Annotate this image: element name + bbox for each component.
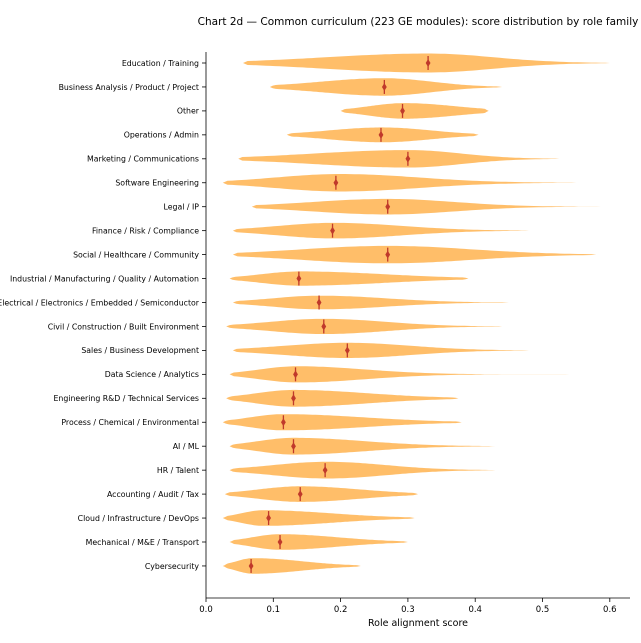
category-label: Sales / Business Development <box>81 346 199 355</box>
category-label: Mechanical / M&E / Transport <box>86 538 199 547</box>
category-label: Software Engineering <box>115 179 199 188</box>
category-label: Electrical / Electronics / Embedded / Se… <box>0 298 200 307</box>
median-marker <box>291 442 296 451</box>
violin-body <box>222 558 361 574</box>
violin-body <box>232 342 529 358</box>
x-tick-group: 0.0 0.1 0.2 0.3 0.4 0.5 0.6 <box>199 598 617 615</box>
category-label: HR / Talent <box>157 466 199 475</box>
violin-body <box>232 295 509 310</box>
median-marker <box>297 490 303 499</box>
violin-body <box>229 461 496 479</box>
category-label: Cloud / Infrastructure / DevOps <box>78 514 199 523</box>
category-label: Education / Training <box>122 59 199 68</box>
median-marker <box>378 130 384 139</box>
median-marker <box>381 82 387 91</box>
category-label: Process / Chemical / Environmental <box>61 418 199 427</box>
median-marker <box>333 178 339 187</box>
category-label-group: Education / Training Business Analysis / … <box>0 59 206 571</box>
median-marker <box>405 154 411 163</box>
category-label: Other <box>177 107 200 116</box>
median-marker <box>344 346 350 355</box>
violin-group <box>222 53 610 574</box>
violin-body <box>226 318 503 334</box>
median-marker <box>248 561 254 570</box>
median-marker <box>322 466 328 475</box>
violin-body <box>226 389 459 407</box>
violin-body <box>232 222 529 239</box>
median-marker <box>321 322 327 331</box>
x-tick-label: 0.3 <box>401 605 415 615</box>
x-tick-label: 0.0 <box>199 605 213 615</box>
category-label: Engineering R&D / Technical Services <box>53 394 199 403</box>
median-marker <box>266 514 271 523</box>
median-marker <box>385 250 391 259</box>
median-marker <box>385 202 391 211</box>
median-marker <box>280 418 286 427</box>
category-label: Industrial / Manufacturing / Quality / A… <box>10 274 199 283</box>
category-label: Social / Healthcare / Community <box>73 250 199 259</box>
category-label: Marketing / Communications <box>87 155 199 164</box>
chart-title: Chart 2d — Common curriculum (223 GE mod… <box>198 16 639 28</box>
x-tick-label: 0.5 <box>536 605 550 615</box>
violin-body <box>222 510 415 526</box>
violin-body <box>232 245 597 264</box>
violin-body <box>222 414 462 431</box>
category-label: Legal / IP <box>164 203 200 212</box>
category-label: Civil / Construction / Built Environment <box>48 322 199 331</box>
violin-body <box>251 198 610 215</box>
violin-body <box>229 437 496 455</box>
category-label: Business Analysis / Product / Project <box>59 83 199 92</box>
x-tick-label: 0.4 <box>468 605 482 615</box>
median-marker <box>400 106 405 115</box>
x-axis-label: Role alignment score <box>368 618 468 629</box>
median-marker <box>296 274 302 283</box>
median-marker <box>291 394 296 403</box>
median-marker <box>293 370 298 379</box>
category-label: Cybersecurity <box>145 562 200 571</box>
median-marker-group <box>248 56 431 573</box>
category-label: Accounting / Audit / Tax <box>107 490 199 499</box>
violin-body <box>229 271 469 286</box>
violin-body <box>229 534 408 550</box>
category-label: Operations / Admin <box>124 131 199 140</box>
category-label: Data Science / Analytics <box>105 370 199 379</box>
violin-body <box>340 103 489 119</box>
median-marker <box>277 538 283 546</box>
violin-body <box>224 486 418 502</box>
category-label: Finance / Risk / Compliance <box>92 226 199 235</box>
median-marker <box>425 59 431 67</box>
median-marker <box>316 298 322 307</box>
median-marker <box>330 226 335 235</box>
x-tick-label: 0.6 <box>603 605 617 615</box>
x-tick-label: 0.1 <box>267 605 281 615</box>
violin-body <box>222 174 600 192</box>
violin-body <box>229 366 570 383</box>
x-tick-label: 0.2 <box>334 605 348 615</box>
category-label: AI / ML <box>173 442 200 451</box>
violin-body <box>238 150 560 168</box>
